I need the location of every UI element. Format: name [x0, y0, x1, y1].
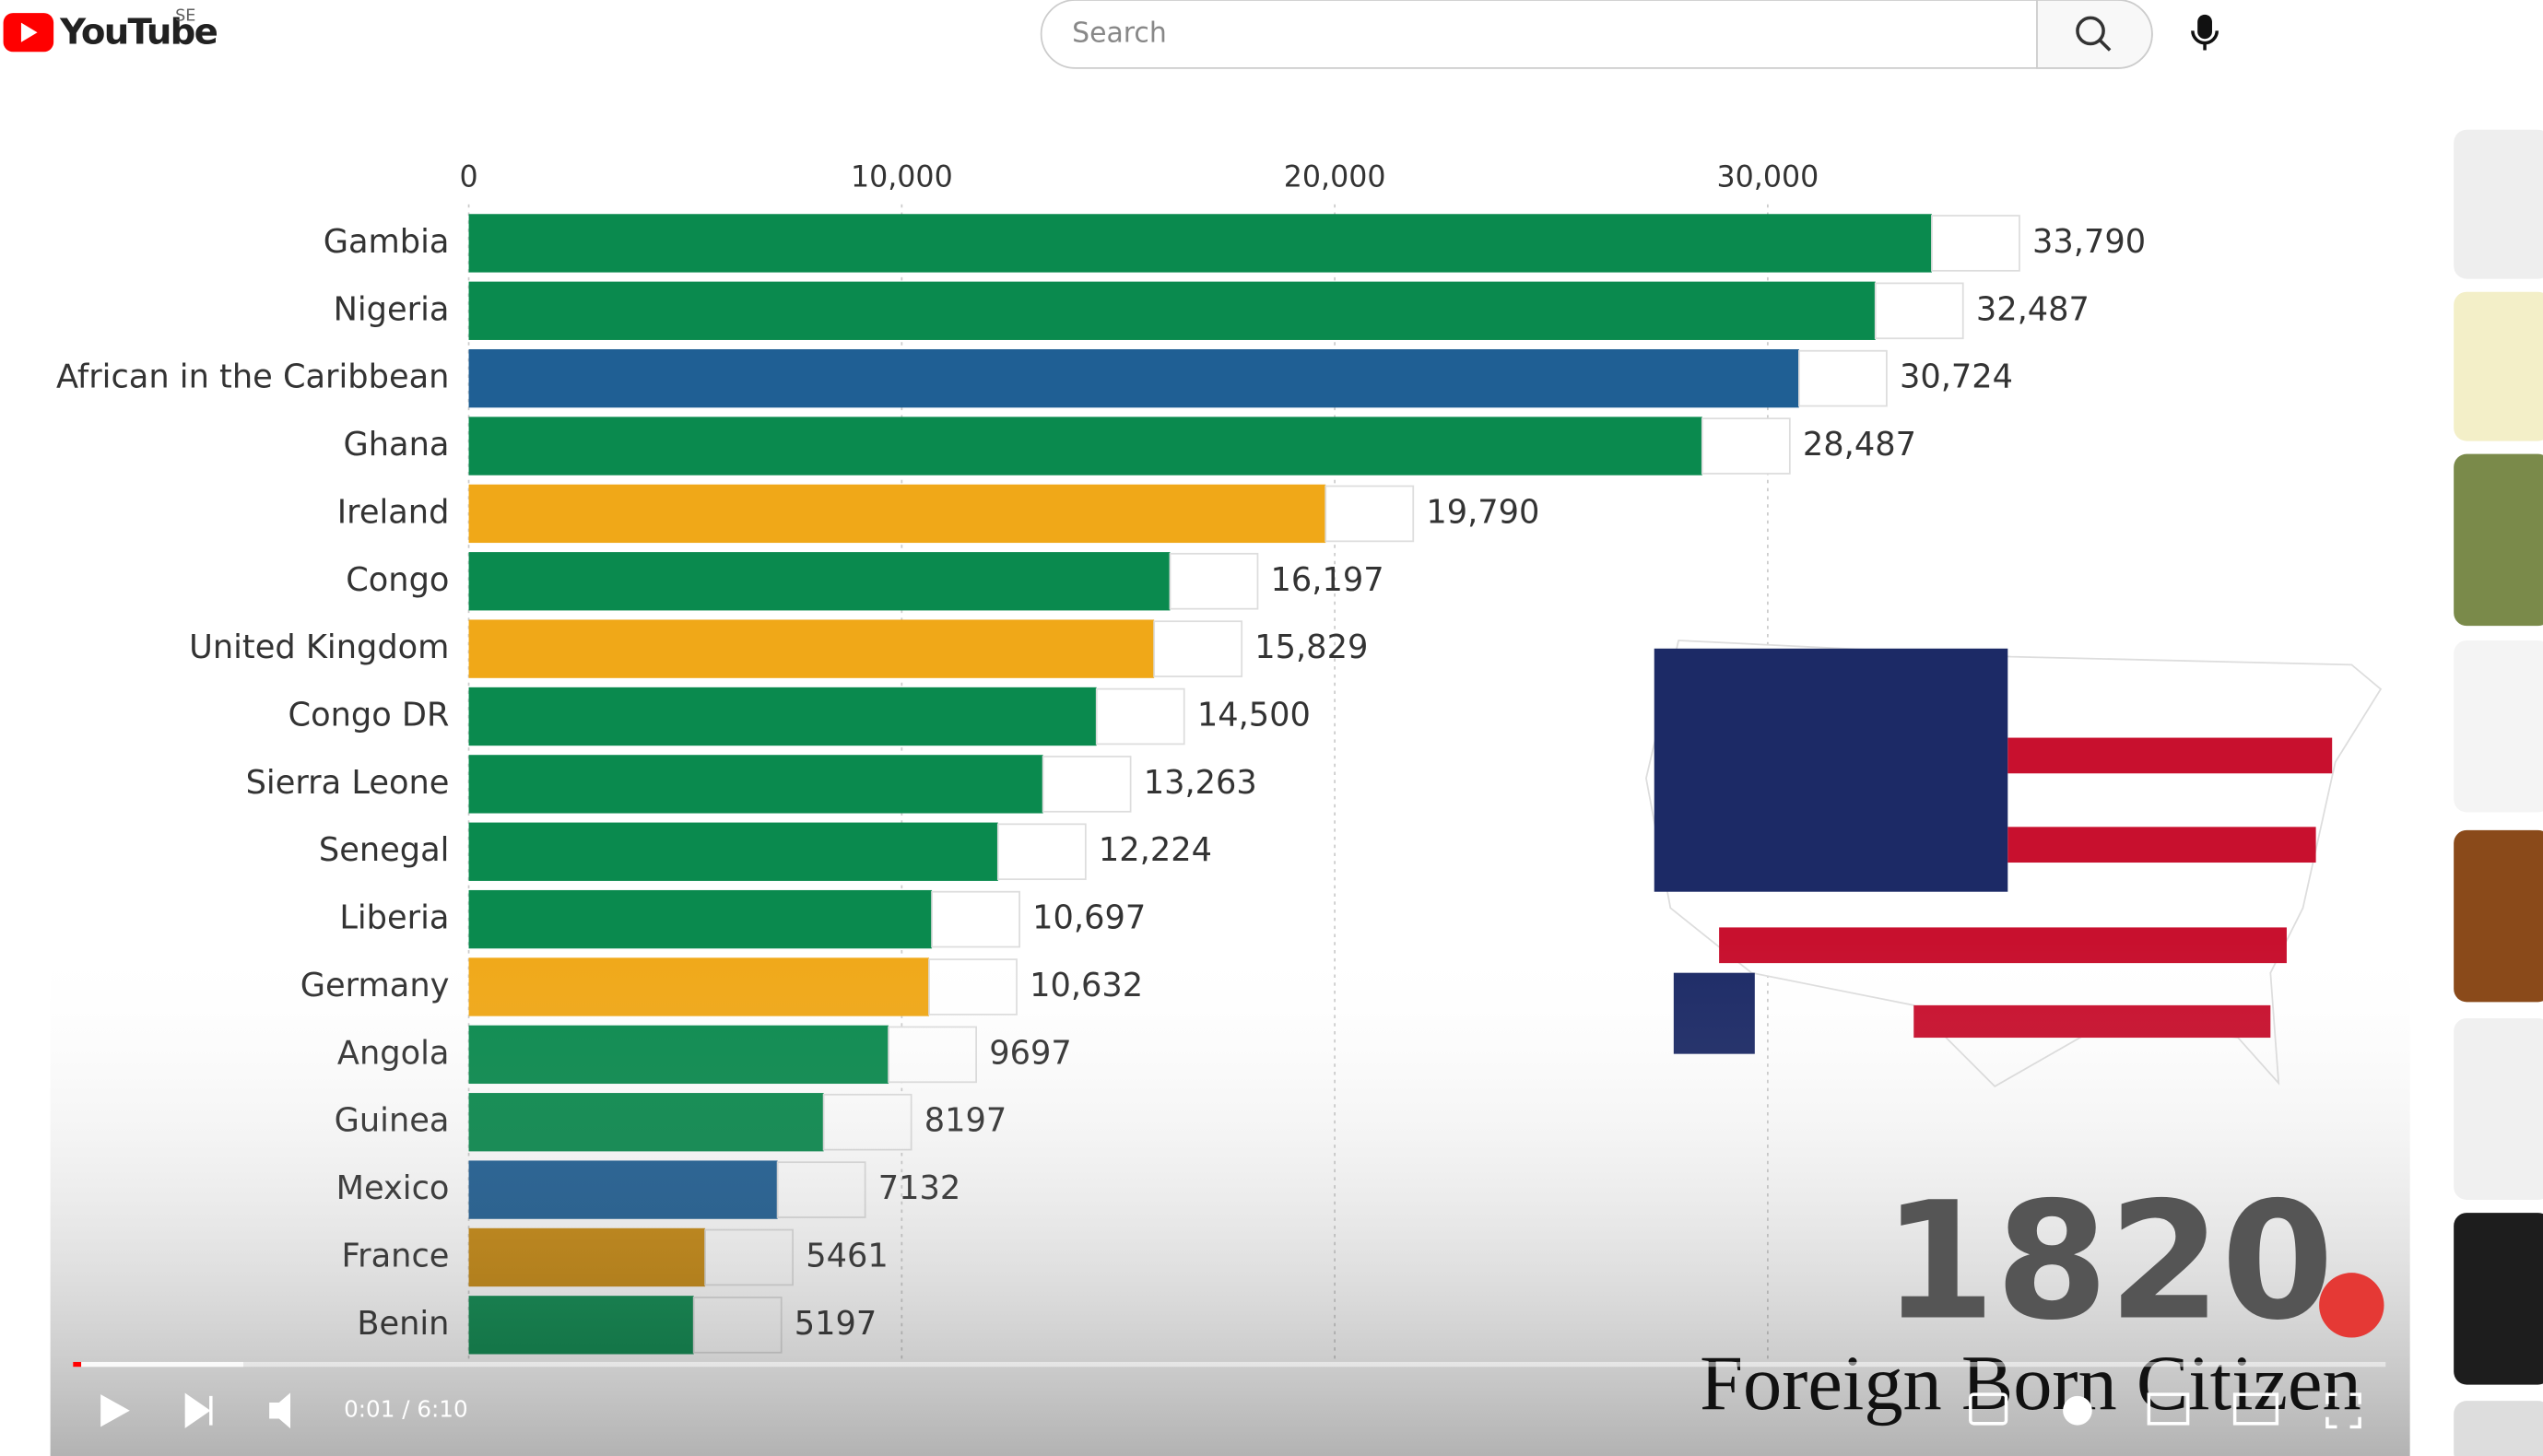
bar	[468, 552, 1171, 611]
thumbnail[interactable]	[2454, 291, 2543, 441]
value-label: 13,263	[1144, 764, 1257, 802]
bar	[468, 281, 1876, 340]
thumbnail[interactable]	[2454, 1401, 2543, 1456]
value-label: 12,224	[1099, 831, 1212, 869]
logo-play	[20, 22, 38, 42]
value-label: 10,697	[1032, 899, 1146, 937]
thumbnail[interactable]	[2454, 129, 2543, 279]
chart-subtitle: Foreign Born Citizen	[1700, 1341, 2361, 1427]
captions-button[interactable]	[1969, 1392, 2008, 1426]
bar	[468, 755, 1043, 814]
search-icon	[2076, 16, 2105, 46]
thumbnail[interactable]	[2454, 453, 2543, 627]
flag	[1874, 282, 1964, 340]
region-code: SE	[175, 7, 195, 26]
thumbnail[interactable]	[2454, 1213, 2543, 1385]
value-label: 19,790	[1426, 493, 1539, 531]
flag	[1701, 417, 1791, 475]
value-label: 15,829	[1254, 628, 1368, 666]
search-box[interactable]	[1040, 0, 2153, 69]
bar	[468, 822, 998, 881]
mic-icon[interactable]	[2197, 14, 2212, 40]
flag	[1931, 215, 2020, 272]
category-label: Gambia	[324, 223, 450, 261]
miniplayer-button[interactable]	[2147, 1392, 2190, 1426]
x-tick-label: 10,000	[851, 161, 953, 194]
x-tick-label: 30,000	[1717, 161, 1819, 194]
search-button[interactable]	[2036, 0, 2153, 69]
thumbnail[interactable]	[2454, 829, 2543, 1003]
category-label: African in the Caribbean	[56, 358, 449, 396]
x-tick-label: 0	[459, 161, 477, 194]
thumbnail[interactable]	[2454, 1017, 2543, 1201]
category-label: Liberia	[339, 899, 449, 937]
category-label: Ireland	[337, 493, 450, 531]
sidebar	[2454, 129, 2543, 1456]
mic-stand	[2191, 30, 2219, 51]
volume-button[interactable]	[269, 1392, 291, 1429]
logo-text: YouTube	[59, 11, 217, 53]
time-display: 0:01 / 6:10	[344, 1396, 468, 1423]
flag	[931, 890, 1020, 948]
bar	[468, 484, 1326, 544]
category-label: Ghana	[343, 426, 449, 464]
flag	[1324, 485, 1415, 543]
value-label: 14,500	[1197, 697, 1311, 734]
bar	[468, 687, 1097, 746]
map-canton	[1654, 648, 2008, 892]
flag	[1042, 756, 1132, 813]
category-label: Senegal	[319, 831, 450, 869]
x-tick-label: 20,000	[1284, 161, 1386, 194]
value-label: 16,197	[1271, 561, 1384, 599]
search-placeholder: Search	[1072, 17, 1167, 49]
youtube-logo[interactable]: YouTube SE	[3, 7, 218, 53]
category-label: United Kingdom	[189, 628, 449, 666]
bar	[468, 619, 1155, 678]
bar	[468, 417, 1702, 476]
category-label: Nigeria	[334, 290, 450, 328]
year-label: 1820	[1883, 1168, 2335, 1356]
channel-badge[interactable]	[2319, 1273, 2384, 1338]
flag	[1153, 620, 1243, 677]
bar	[468, 214, 1932, 273]
category-label: Congo DR	[288, 697, 450, 734]
category-label: Congo	[346, 561, 449, 599]
value-label: 32,487	[1976, 290, 2090, 328]
flag	[1095, 687, 1185, 746]
player-shade	[50, 940, 2410, 1456]
value-label: 33,790	[2032, 223, 2146, 261]
theater-button[interactable]	[2232, 1392, 2279, 1426]
fullscreen-button[interactable]	[2325, 1392, 2361, 1429]
map-stripe	[2007, 737, 2333, 774]
flag	[996, 823, 1087, 881]
category-label: Sierra Leone	[246, 764, 450, 802]
value-label: 30,724	[1900, 358, 2013, 396]
bar	[468, 889, 933, 949]
map-stripe	[2007, 827, 2316, 863]
progress-played	[73, 1361, 82, 1368]
thumbnail[interactable]	[2454, 640, 2543, 813]
play-button[interactable]	[100, 1394, 130, 1427]
flag	[1798, 349, 1888, 407]
settings-button[interactable]	[2063, 1395, 2092, 1426]
bar	[468, 348, 1799, 408]
progress-track[interactable]	[73, 1361, 2386, 1368]
next-button[interactable]	[184, 1392, 213, 1428]
flag	[1169, 552, 1259, 610]
search-icon-handle	[2099, 39, 2112, 52]
progress-buffer	[73, 1361, 243, 1368]
value-label: 28,487	[1803, 426, 1916, 464]
